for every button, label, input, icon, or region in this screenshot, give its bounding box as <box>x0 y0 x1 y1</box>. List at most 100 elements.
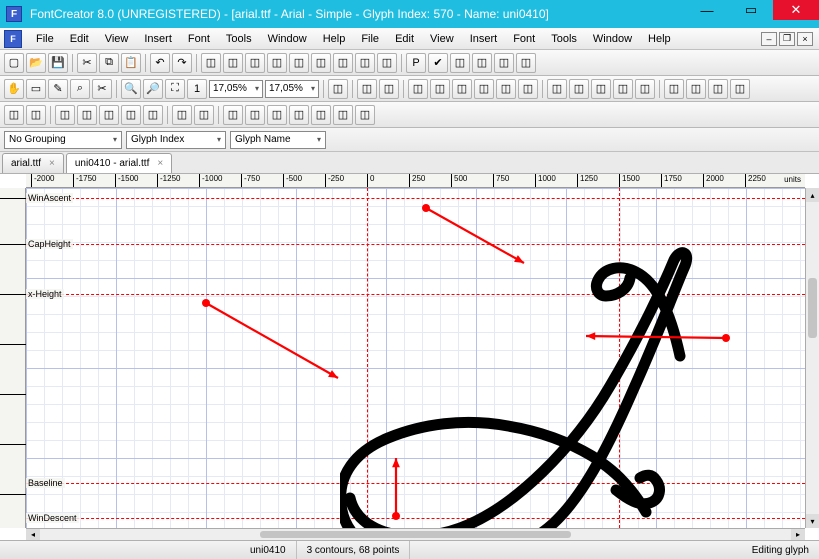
menu-view[interactable]: View <box>97 31 137 47</box>
toolbar-g10-button[interactable]: ◫ <box>547 79 567 99</box>
toolbar-g8-button[interactable]: ◫ <box>496 79 516 99</box>
toolbar-g5-button[interactable]: ◫ <box>430 79 450 99</box>
toolbar-select-button[interactable]: ▭ <box>26 79 46 99</box>
toolbar-cut-button[interactable]: ✂ <box>77 53 97 73</box>
toolbar-t10-button[interactable]: ◫ <box>223 105 243 125</box>
menu-edit[interactable]: Edit <box>62 31 97 47</box>
toolbar-g9-button[interactable]: ◫ <box>518 79 538 99</box>
ruler-vertical[interactable] <box>0 188 26 528</box>
toolbar-t16-button[interactable]: ◫ <box>355 105 375 125</box>
toolbar-t11-button[interactable]: ◫ <box>245 105 265 125</box>
toolbar-i6-button[interactable]: ◫ <box>311 53 331 73</box>
toolbar-t3-button[interactable]: ◫ <box>55 105 75 125</box>
toolbar-b-button[interactable]: ◫ <box>472 53 492 73</box>
toolbar-z1-button[interactable]: 1 <box>187 79 207 99</box>
zoom-combo[interactable]: 17,05% <box>265 80 319 98</box>
toolbar-t14-button[interactable]: ◫ <box>311 105 331 125</box>
toolbar-i8-button[interactable]: ◫ <box>355 53 375 73</box>
horizontal-scrollbar[interactable]: ◂ ▸ <box>26 528 805 540</box>
toolbar-check-button[interactable]: ✔ <box>428 53 448 73</box>
toolbar-i3-button[interactable]: ◫ <box>245 53 265 73</box>
menu-insert[interactable]: Insert <box>136 31 180 47</box>
hscroll-thumb[interactable] <box>260 531 572 538</box>
toolbar-t5-button[interactable]: ◫ <box>99 105 119 125</box>
menu-edit[interactable]: Edit <box>387 31 422 47</box>
toolbar-g7-button[interactable]: ◫ <box>474 79 494 99</box>
tab-0[interactable]: arial.ttf× <box>2 153 64 173</box>
glyph-canvas[interactable]: WinAscentCapHeightx-HeightBaselineWinDes… <box>26 188 805 528</box>
toolbar-new-button[interactable]: ▢ <box>4 53 24 73</box>
toolbar-g11-button[interactable]: ◫ <box>569 79 589 99</box>
ruler-horizontal[interactable]: units -2000-1750-1500-1250-1000-750-500-… <box>26 174 805 188</box>
toolbar-copy-button[interactable]: ⧉ <box>99 53 119 73</box>
toolbar-i5-button[interactable]: ◫ <box>289 53 309 73</box>
menu-file[interactable]: File <box>353 31 387 47</box>
menu-help[interactable]: Help <box>640 31 679 47</box>
toolbar-save-button[interactable]: 💾 <box>48 53 68 73</box>
mdi-restore-button[interactable]: ❐ <box>779 32 795 46</box>
maximize-button[interactable]: ▭ <box>729 0 773 20</box>
tab-1[interactable]: uni0410 - arial.ttf× <box>66 153 172 173</box>
toolbar-i2-button[interactable]: ◫ <box>223 53 243 73</box>
menu-insert[interactable]: Insert <box>462 31 506 47</box>
toolbar-a-button[interactable]: ◫ <box>450 53 470 73</box>
toolbar-i7-button[interactable]: ◫ <box>333 53 353 73</box>
toolbar-zfit-button[interactable]: ⛶ <box>165 79 185 99</box>
toolbar-t1-button[interactable]: ◫ <box>4 105 24 125</box>
menu-font[interactable]: Font <box>505 31 543 47</box>
zoom-combo[interactable]: 17,05% <box>209 80 263 98</box>
glyphindex-combo[interactable]: Glyph Index <box>126 131 226 149</box>
toolbar-t12-button[interactable]: ◫ <box>267 105 287 125</box>
tab-close-icon[interactable]: × <box>157 158 163 169</box>
toolbar-t7-button[interactable]: ◫ <box>143 105 163 125</box>
toolbar-t4-button[interactable]: ◫ <box>77 105 97 125</box>
toolbar-t15-button[interactable]: ◫ <box>333 105 353 125</box>
toolbar-zout-button[interactable]: 🔎 <box>143 79 163 99</box>
close-button[interactable]: ✕ <box>773 0 819 20</box>
toolbar-c-button[interactable]: ◫ <box>494 53 514 73</box>
vertical-scrollbar[interactable]: ▴ ▾ <box>805 188 819 528</box>
toolbar-g6-button[interactable]: ◫ <box>452 79 472 99</box>
toolbar-g13-button[interactable]: ◫ <box>613 79 633 99</box>
vscroll-thumb[interactable] <box>808 278 817 338</box>
toolbar-g17-button[interactable]: ◫ <box>708 79 728 99</box>
toolbar-t6-button[interactable]: ◫ <box>121 105 141 125</box>
toolbar-g1-button[interactable]: ◫ <box>328 79 348 99</box>
toolbar-g3-button[interactable]: ◫ <box>379 79 399 99</box>
menu-tools[interactable]: Tools <box>218 31 260 47</box>
menu-help[interactable]: Help <box>315 31 354 47</box>
toolbar-i1-button[interactable]: ◫ <box>201 53 221 73</box>
toolbar-pan-button[interactable]: ✋ <box>4 79 24 99</box>
toolbar-redo-button[interactable]: ↷ <box>172 53 192 73</box>
toolbar-zin-button[interactable]: 🔍 <box>121 79 141 99</box>
toolbar-t2-button[interactable]: ◫ <box>26 105 46 125</box>
minimize-button[interactable]: — <box>685 0 729 20</box>
toolbar-g12-button[interactable]: ◫ <box>591 79 611 99</box>
menu-tools[interactable]: Tools <box>543 31 585 47</box>
mdi-minimize-button[interactable]: – <box>761 32 777 46</box>
toolbar-open-button[interactable]: 📂 <box>26 53 46 73</box>
toolbar-t13-button[interactable]: ◫ <box>289 105 309 125</box>
toolbar-t8-button[interactable]: ◫ <box>172 105 192 125</box>
toolbar-g14-button[interactable]: ◫ <box>635 79 655 99</box>
menu-file[interactable]: File <box>28 31 62 47</box>
glyphname-combo[interactable]: Glyph Name <box>230 131 326 149</box>
toolbar-i4-button[interactable]: ◫ <box>267 53 287 73</box>
grouping-combo[interactable]: No Grouping <box>4 131 122 149</box>
toolbar-g4-button[interactable]: ◫ <box>408 79 428 99</box>
toolbar-g18-button[interactable]: ◫ <box>730 79 750 99</box>
scroll-down-button[interactable]: ▾ <box>806 514 819 528</box>
tab-close-icon[interactable]: × <box>49 158 55 169</box>
toolbar-paste-button[interactable]: 📋 <box>121 53 141 73</box>
toolbar-cut2-button[interactable]: ✂ <box>92 79 112 99</box>
toolbar-g15-button[interactable]: ◫ <box>664 79 684 99</box>
toolbar-t9-button[interactable]: ◫ <box>194 105 214 125</box>
scroll-up-button[interactable]: ▴ <box>806 188 819 202</box>
toolbar-i9-button[interactable]: ◫ <box>377 53 397 73</box>
app-menu-icon[interactable]: F <box>4 30 22 48</box>
toolbar-d-button[interactable]: ◫ <box>516 53 536 73</box>
toolbar-p-button[interactable]: P <box>406 53 426 73</box>
toolbar-undo-button[interactable]: ↶ <box>150 53 170 73</box>
menu-view[interactable]: View <box>422 31 462 47</box>
menu-font[interactable]: Font <box>180 31 218 47</box>
